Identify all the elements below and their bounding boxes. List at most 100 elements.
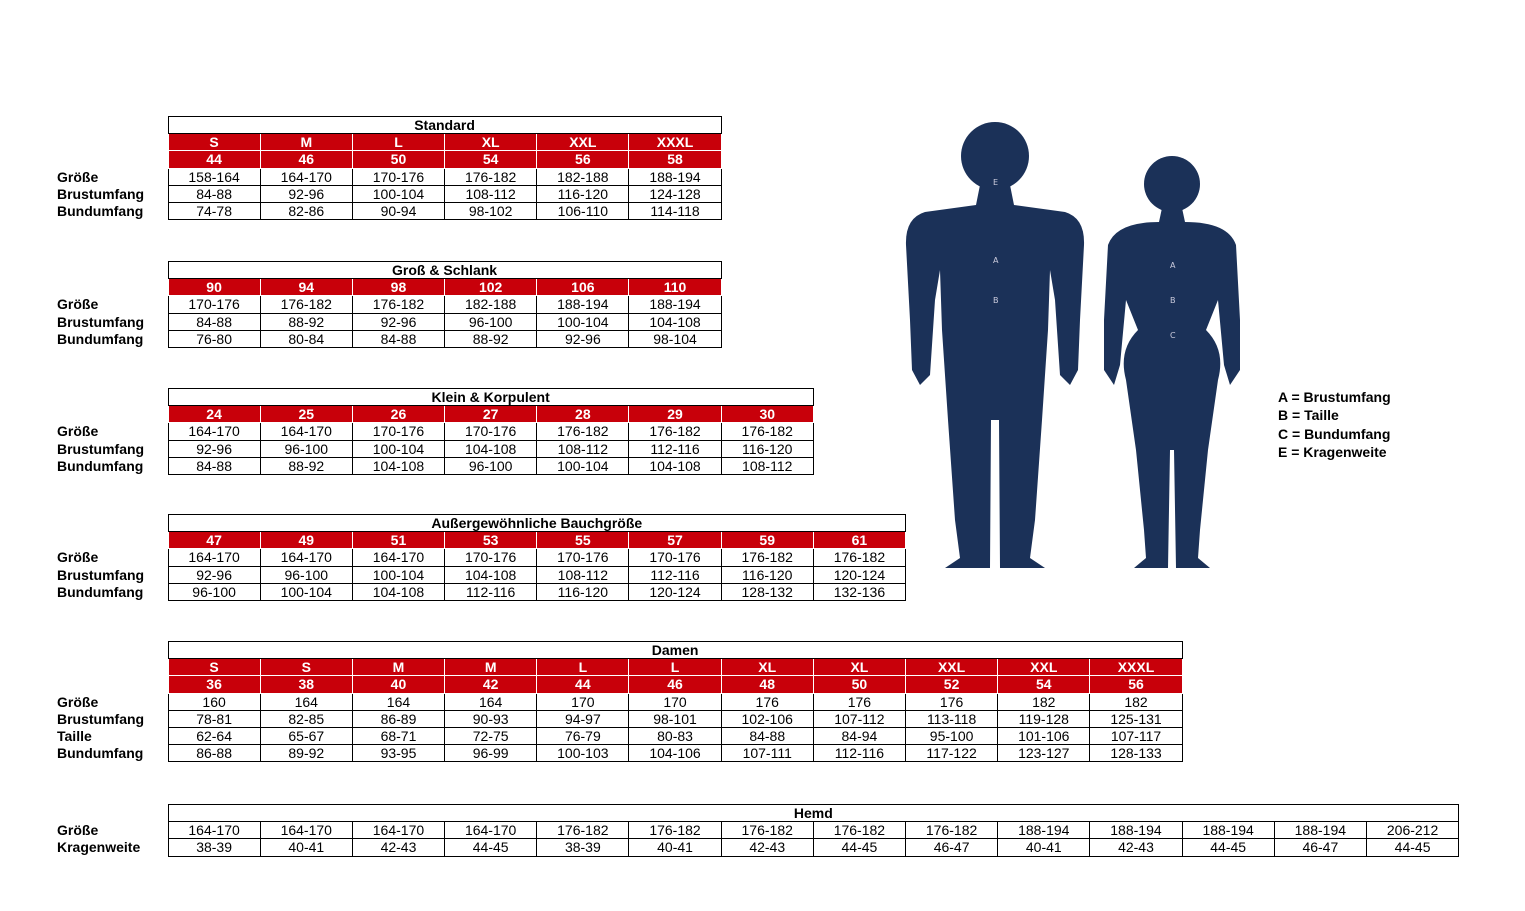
cell: 89-92 [259, 744, 353, 763]
cell: 42-43 [1089, 838, 1183, 857]
row-label: Bundumfang [57, 203, 144, 220]
cell: 98-102 [444, 201, 538, 221]
cell: 176-182 [351, 295, 446, 314]
cell: 92-96 [167, 565, 261, 584]
cell: 176-182 [628, 821, 722, 840]
cell: 116-120 [720, 565, 814, 584]
size-header: S [167, 133, 261, 152]
size-header: XL [444, 133, 538, 152]
cell: 108-112 [720, 456, 814, 475]
size-header: 106 [536, 278, 630, 297]
size-header: 94 [259, 278, 353, 297]
cell: 108-112 [444, 184, 538, 203]
cell: 38-39 [536, 838, 630, 857]
cell: 108-112 [536, 439, 630, 458]
header-row: 47 49 51 53 55 57 59 61 [57, 531, 907, 550]
cell: 96-100 [167, 582, 261, 601]
size-header: 26 [351, 405, 446, 424]
size-header: 56 [1089, 675, 1183, 694]
size-header: 61 [812, 531, 907, 550]
cell: 90-94 [351, 201, 446, 221]
size-header: 55 [536, 531, 630, 550]
cell: 84-88 [351, 329, 446, 348]
table-title: Außergewöhnliche Bauchgröße [167, 513, 907, 533]
cell: 88-92 [444, 329, 538, 348]
cell: 170 [536, 692, 630, 711]
size-header: 46 [259, 150, 353, 169]
cell: 170 [628, 692, 722, 711]
cell: 170-176 [351, 167, 446, 186]
cell: 112-116 [444, 582, 538, 601]
size-header: 53 [444, 531, 538, 550]
cell: 107-111 [720, 744, 814, 763]
cell: 176-182 [812, 821, 907, 840]
size-header: 47 [167, 531, 261, 550]
cell: 42-43 [720, 838, 814, 857]
size-header: 54 [997, 675, 1091, 694]
cell: 120-124 [812, 565, 907, 584]
cell: 176 [720, 692, 814, 711]
cell: 112-116 [628, 565, 722, 584]
data-row: Brustumfang 92-96 96-100 100-104 104-108 108-… [57, 565, 907, 584]
row-label: Bundumfang [57, 745, 144, 762]
size-header: M [444, 658, 538, 677]
cell: 46-47 [904, 838, 999, 857]
cell: 164-170 [351, 821, 446, 840]
size-table: Groß & Schlank 90 94 98 102 106 110 Größe 170-17… [57, 260, 722, 348]
data-row: Brustumfang 84-88 92-96 100-104 108-112 116-1… [57, 184, 722, 203]
cell: 104-108 [351, 582, 446, 601]
cell: 176 [904, 692, 999, 711]
size-header: 48 [720, 675, 814, 694]
cell: 90-93 [444, 709, 538, 728]
cell: 101-106 [997, 726, 1091, 746]
row-label: Größe [57, 168, 99, 185]
size-header: M [351, 658, 446, 677]
cell: 98-101 [628, 709, 722, 728]
row-label: Taille [57, 728, 92, 745]
cell: 104-106 [628, 744, 722, 763]
woman-mark: B [1170, 296, 1176, 305]
row-label: Brustumfang [57, 566, 145, 583]
row-label: Brustumfang [57, 440, 145, 457]
data-row: Bundumfang 96-100 100-104 104-108 112-116 116… [57, 582, 907, 601]
row-label: Größe [57, 549, 99, 566]
size-header: S [167, 658, 261, 677]
cell: 124-128 [628, 184, 722, 203]
data-row: Brustumfang 92-96 96-100 100-104 104-108 108-… [57, 439, 814, 458]
cell: 104-108 [444, 439, 538, 458]
cell: 100-104 [351, 565, 446, 584]
cell: 176-182 [812, 548, 907, 567]
cell: 44-45 [1181, 838, 1275, 857]
cell: 100-104 [536, 312, 630, 331]
row-label: Brustumfang [57, 185, 145, 202]
cell: 117-122 [904, 744, 999, 763]
cell: 96-99 [444, 744, 538, 763]
cell: 78-81 [167, 709, 261, 728]
cell: 40-41 [628, 838, 722, 857]
size-header: 59 [720, 531, 814, 550]
data-row: Größe 164-170 164-170 164-170 170-176 170-176… [57, 548, 907, 567]
cell: 95-100 [904, 726, 999, 746]
row-label: Größe [57, 822, 99, 839]
woman-silhouette [1104, 156, 1240, 568]
cell: 65-67 [259, 726, 353, 746]
cell: 119-128 [997, 709, 1091, 728]
cell: 96-100 [444, 312, 538, 331]
size-header: XXL [997, 658, 1091, 677]
size-header: XXL [536, 133, 630, 152]
cell: 96-100 [444, 456, 538, 475]
cell: 206-212 [1365, 821, 1460, 840]
size-header: 56 [536, 150, 630, 169]
size-header: L [536, 658, 630, 677]
title-row: Hemd [57, 803, 1460, 823]
cell: 120-124 [628, 582, 722, 601]
cell: 86-89 [351, 709, 446, 728]
cell: 106-110 [536, 201, 630, 221]
size-header: 51 [351, 531, 446, 550]
size-header: 52 [904, 675, 999, 694]
cell: 107-117 [1089, 726, 1183, 746]
row-label: Bundumfang [57, 330, 144, 347]
table-title: Damen [167, 640, 1183, 660]
cell: 84-94 [812, 726, 907, 746]
size-header: 44 [536, 675, 630, 694]
